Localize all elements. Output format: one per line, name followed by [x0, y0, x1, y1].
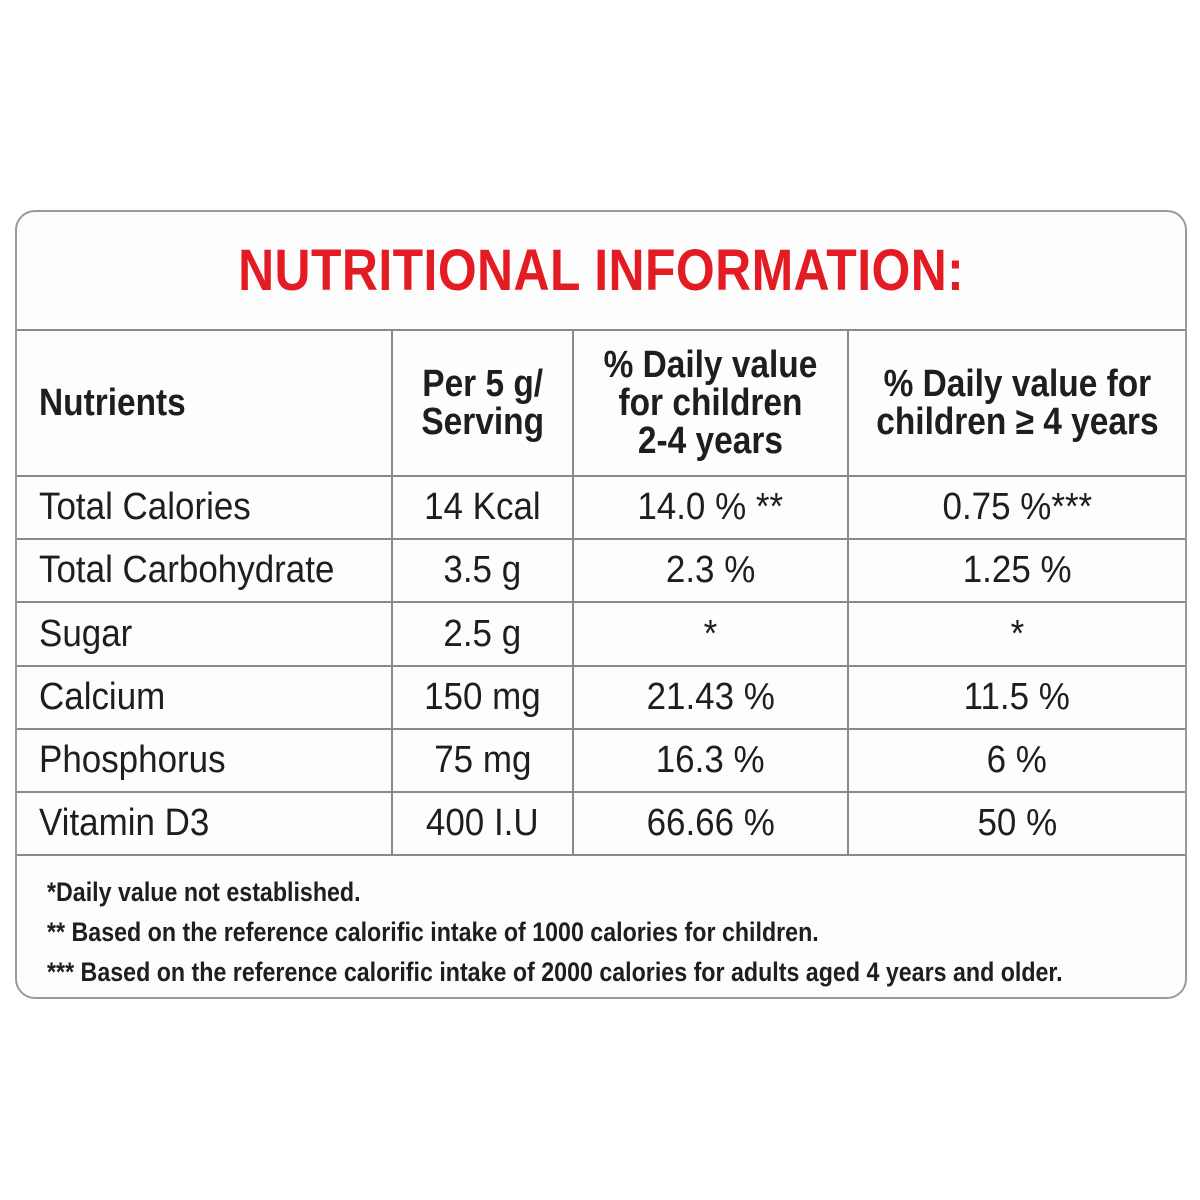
- per-serving-value: 3.5 g: [391, 538, 574, 603]
- nutrient-name: Phosphorus: [17, 728, 393, 793]
- dv-children-4plus: 50 %: [847, 791, 1185, 856]
- header-nutrients: Nutrients: [17, 329, 393, 477]
- header-per-serving: Per 5 g/ Serving: [391, 329, 574, 477]
- footnote: *Daily value not established.: [47, 877, 361, 907]
- dv-children-4plus: 6 %: [847, 728, 1185, 793]
- footnote: ** Based on the reference calorific inta…: [47, 917, 819, 947]
- dv-children-2-4: 66.66 %: [572, 791, 849, 856]
- per-serving-value: 75 mg: [391, 728, 574, 793]
- dv-children-2-4: 14.0 % **: [572, 475, 849, 540]
- nutrient-name: Calcium: [17, 665, 393, 730]
- title-bar: NUTRITIONAL INFORMATION:: [17, 212, 1185, 329]
- dv-children-2-4: 21.43 %: [572, 665, 849, 730]
- table-row: Calcium 150 mg 21.43 % 11.5 %: [17, 665, 1185, 730]
- nutrient-name: Total Carbohydrate: [17, 538, 393, 603]
- page-title: NUTRITIONAL INFORMATION:: [237, 238, 965, 303]
- dv-children-4plus: 1.25 %: [847, 538, 1185, 603]
- nutrient-name: Vitamin D3: [17, 791, 393, 856]
- nutrient-name: Total Calories: [17, 475, 393, 540]
- dv-children-2-4: 2.3 %: [572, 538, 849, 603]
- header-dv-children-2-4: % Daily value for children 2-4 years: [572, 329, 849, 477]
- per-serving-value: 400 I.U: [391, 791, 574, 856]
- table-row: Sugar 2.5 g * *: [17, 601, 1185, 667]
- per-serving-value: 2.5 g: [391, 601, 574, 667]
- header-dv-children-4plus: % Daily value for children ≥ 4 years: [847, 329, 1185, 477]
- dv-children-2-4: *: [572, 601, 849, 667]
- table-row: Total Carbohydrate 3.5 g 2.3 % 1.25 %: [17, 538, 1185, 603]
- table-row: Total Calories 14 Kcal 14.0 % ** 0.75 %***: [17, 475, 1185, 540]
- dv-children-2-4: 16.3 %: [572, 728, 849, 793]
- per-serving-value: 150 mg: [391, 665, 574, 730]
- header-row: Nutrients Per 5 g/ Serving % Daily value…: [17, 329, 1185, 477]
- nutrition-card: NUTRITIONAL INFORMATION: Nutrients Per 5…: [15, 210, 1187, 999]
- footnotes: *Daily value not established. ** Based o…: [47, 872, 1185, 992]
- footnote: *** Based on the reference calorific int…: [47, 957, 1063, 987]
- table-row: Vitamin D3 400 I.U 66.66 % 50 %: [17, 791, 1185, 856]
- nutrition-table: Nutrients Per 5 g/ Serving % Daily value…: [17, 329, 1185, 856]
- per-serving-value: 14 Kcal: [391, 475, 574, 540]
- table-row: Phosphorus 75 mg 16.3 % 6 %: [17, 728, 1185, 793]
- dv-children-4plus: 11.5 %: [847, 665, 1185, 730]
- dv-children-4plus: *: [847, 601, 1185, 667]
- nutrient-name: Sugar: [17, 601, 393, 667]
- dv-children-4plus: 0.75 %***: [847, 475, 1185, 540]
